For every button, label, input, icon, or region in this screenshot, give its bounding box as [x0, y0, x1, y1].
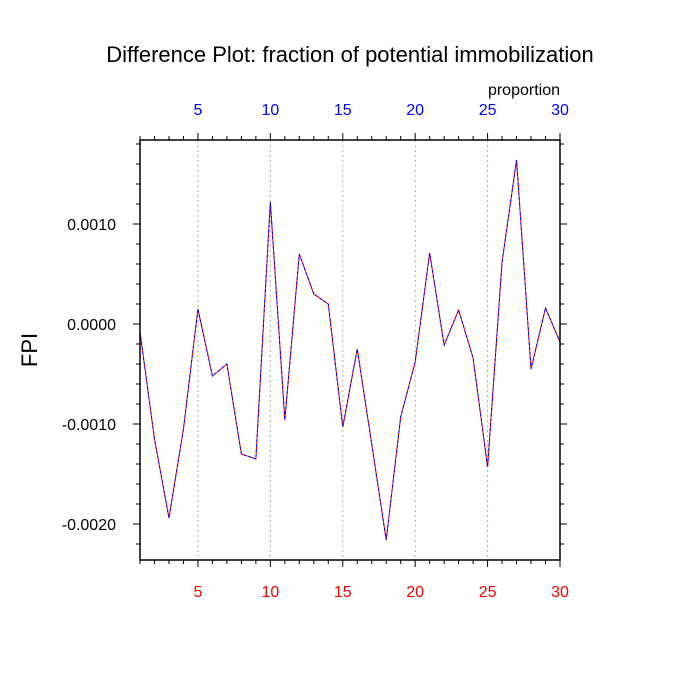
y-axis-label: FPI	[17, 333, 42, 367]
chart-title: Difference Plot: fraction of potential i…	[106, 42, 594, 67]
y-tick-label: 0.0010	[67, 217, 116, 234]
x-tick-label-top: 25	[479, 102, 497, 119]
y-tick-label: -0.0010	[62, 417, 116, 434]
x-tick-label-top: 20	[406, 102, 424, 119]
x-tick-label-bottom: 30	[551, 584, 569, 601]
x-tick-label-top: 30	[551, 102, 569, 119]
axis-layer: 5 5 10 10 15 15 20 20 25 25 30 30 0.0010 0.0000 -0.001…	[62, 102, 569, 601]
x-tick-label-top: 5	[193, 102, 202, 119]
plot-frame	[139, 139, 561, 561]
x-tick-label-bottom: 5	[193, 584, 202, 601]
x-tick-label-bottom: 25	[479, 584, 497, 601]
y-tick-label: 0.0000	[67, 317, 116, 334]
x-tick-label-bottom: 15	[334, 584, 352, 601]
x-tick-label-top: 10	[261, 102, 279, 119]
y-tick-label: -0.0020	[62, 517, 116, 534]
series-line	[139, 159, 561, 541]
series-layer	[139, 159, 561, 541]
top-axis-label: proportion	[488, 82, 560, 99]
x-tick-label-top: 15	[334, 102, 352, 119]
x-tick-label-bottom: 20	[406, 584, 424, 601]
grid-lines	[197, 140, 489, 560]
x-tick-label-bottom: 10	[261, 584, 279, 601]
series-line-base	[139, 159, 561, 541]
